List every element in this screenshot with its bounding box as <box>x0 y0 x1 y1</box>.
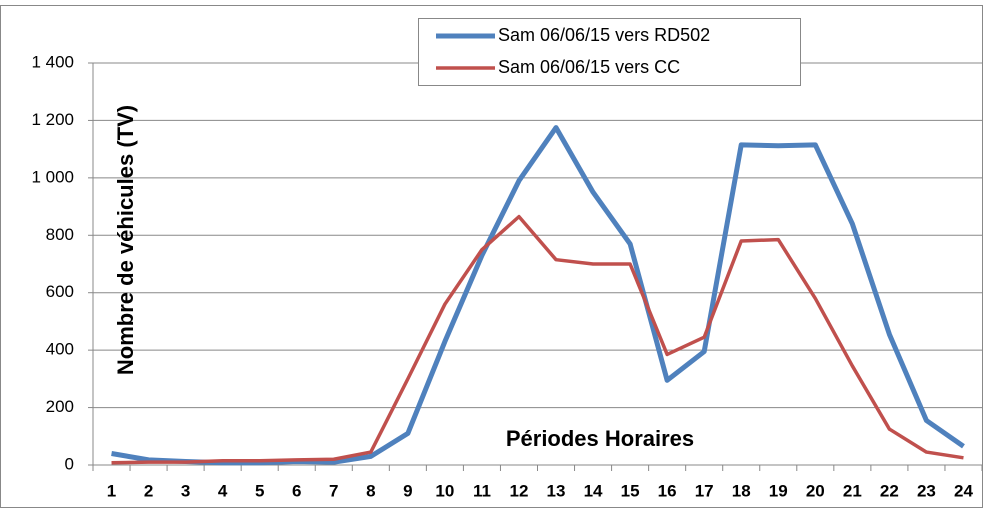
x-tick-label: 18 <box>732 481 751 500</box>
y-tick-label: 1 000 <box>31 167 74 186</box>
x-tick-label: 7 <box>329 481 338 500</box>
legend-box <box>418 18 801 86</box>
x-tick-label: 22 <box>880 481 899 500</box>
series-line <box>111 214 964 465</box>
x-tick-label: 17 <box>695 481 714 500</box>
x-tick-label: 15 <box>621 481 640 500</box>
x-tick-label: 20 <box>806 481 825 500</box>
x-tick-label: 24 <box>954 481 973 500</box>
x-tick-label: 23 <box>917 481 936 500</box>
x-axis-title: Périodes Horaires <box>506 426 694 451</box>
x-tick-label: 6 <box>292 481 301 500</box>
x-tick-label: 9 <box>403 481 412 500</box>
x-tick-label: 13 <box>547 481 566 500</box>
x-tick-label: 19 <box>769 481 788 500</box>
y-tick-label: 1 200 <box>31 110 74 129</box>
x-tick-label: 1 <box>107 481 116 500</box>
y-tick-label: 800 <box>46 225 74 244</box>
x-tick-label: 8 <box>366 481 375 500</box>
y-tick-label: 600 <box>46 282 74 301</box>
x-tick-label: 14 <box>584 481 603 500</box>
series-line <box>111 125 965 466</box>
y-tick-label: 200 <box>46 397 74 416</box>
x-tick-label: 12 <box>510 481 529 500</box>
y-tick-label: 400 <box>46 340 74 359</box>
x-tick-label: 4 <box>218 481 228 500</box>
legend-label: Sam 06/06/15 vers CC <box>498 57 680 77</box>
y-axis-title: Nombre de véhicules (TV) <box>113 105 138 375</box>
y-tick-label: 0 <box>65 454 74 473</box>
x-tick-label: 3 <box>181 481 190 500</box>
y-tick-label: 1 400 <box>31 52 74 71</box>
chart-frame <box>0 5 983 508</box>
x-tick-label: 10 <box>435 481 454 500</box>
x-tick-label: 5 <box>255 481 264 500</box>
x-tick-label: 16 <box>658 481 677 500</box>
x-tick-label: 2 <box>144 481 153 500</box>
x-tick-label: 21 <box>843 481 862 500</box>
legend-label: Sam 06/06/15 vers RD502 <box>498 25 710 45</box>
x-tick-label: 11 <box>473 481 491 500</box>
